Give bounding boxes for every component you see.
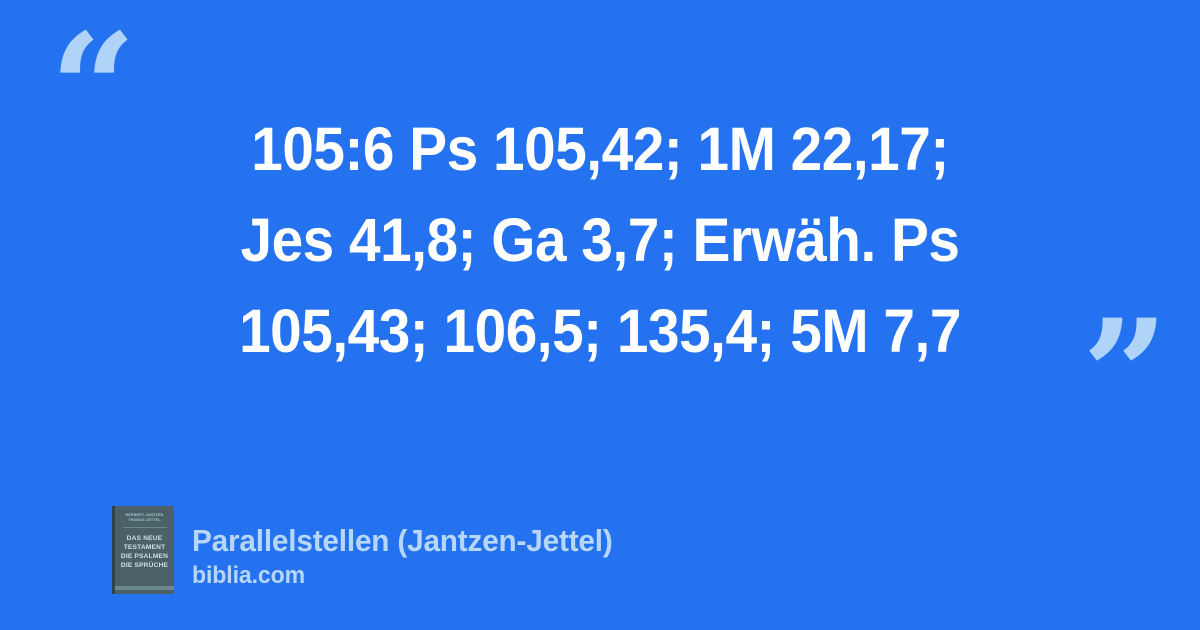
resource-title: Parallelstellen (Jantzen-Jettel) bbox=[192, 523, 613, 558]
quote-block: “ 105:6 Ps 105,42; 1M 22,17; Jes 41,8; G… bbox=[50, 1, 1169, 463]
attribution[interactable]: HERBERT JANTZEN THOMAS JETTEL DAS NEUE T… bbox=[112, 506, 630, 594]
close-quote-icon: ” bbox=[1082, 287, 1169, 463]
book-cover-divider bbox=[122, 527, 167, 529]
book-cover-thumbnail: HERBERT JANTZEN THOMAS JETTEL DAS NEUE T… bbox=[112, 506, 174, 594]
open-quote-icon: “ bbox=[50, 1, 137, 177]
book-cover-authors: HERBERT JANTZEN THOMAS JETTEL bbox=[125, 513, 164, 523]
book-cover-footer-band bbox=[115, 586, 174, 590]
quote-text: 105:6 Ps 105,42; 1M 22,17; Jes 41,8; Ga … bbox=[239, 115, 961, 365]
attribution-text: Parallelstellen (Jantzen-Jettel) biblia.… bbox=[192, 522, 630, 594]
book-cover-title: DAS NEUE TESTAMENT DIE PSALMEN DIE SPRÜC… bbox=[120, 535, 169, 570]
source-site[interactable]: biblia.com bbox=[192, 562, 305, 589]
